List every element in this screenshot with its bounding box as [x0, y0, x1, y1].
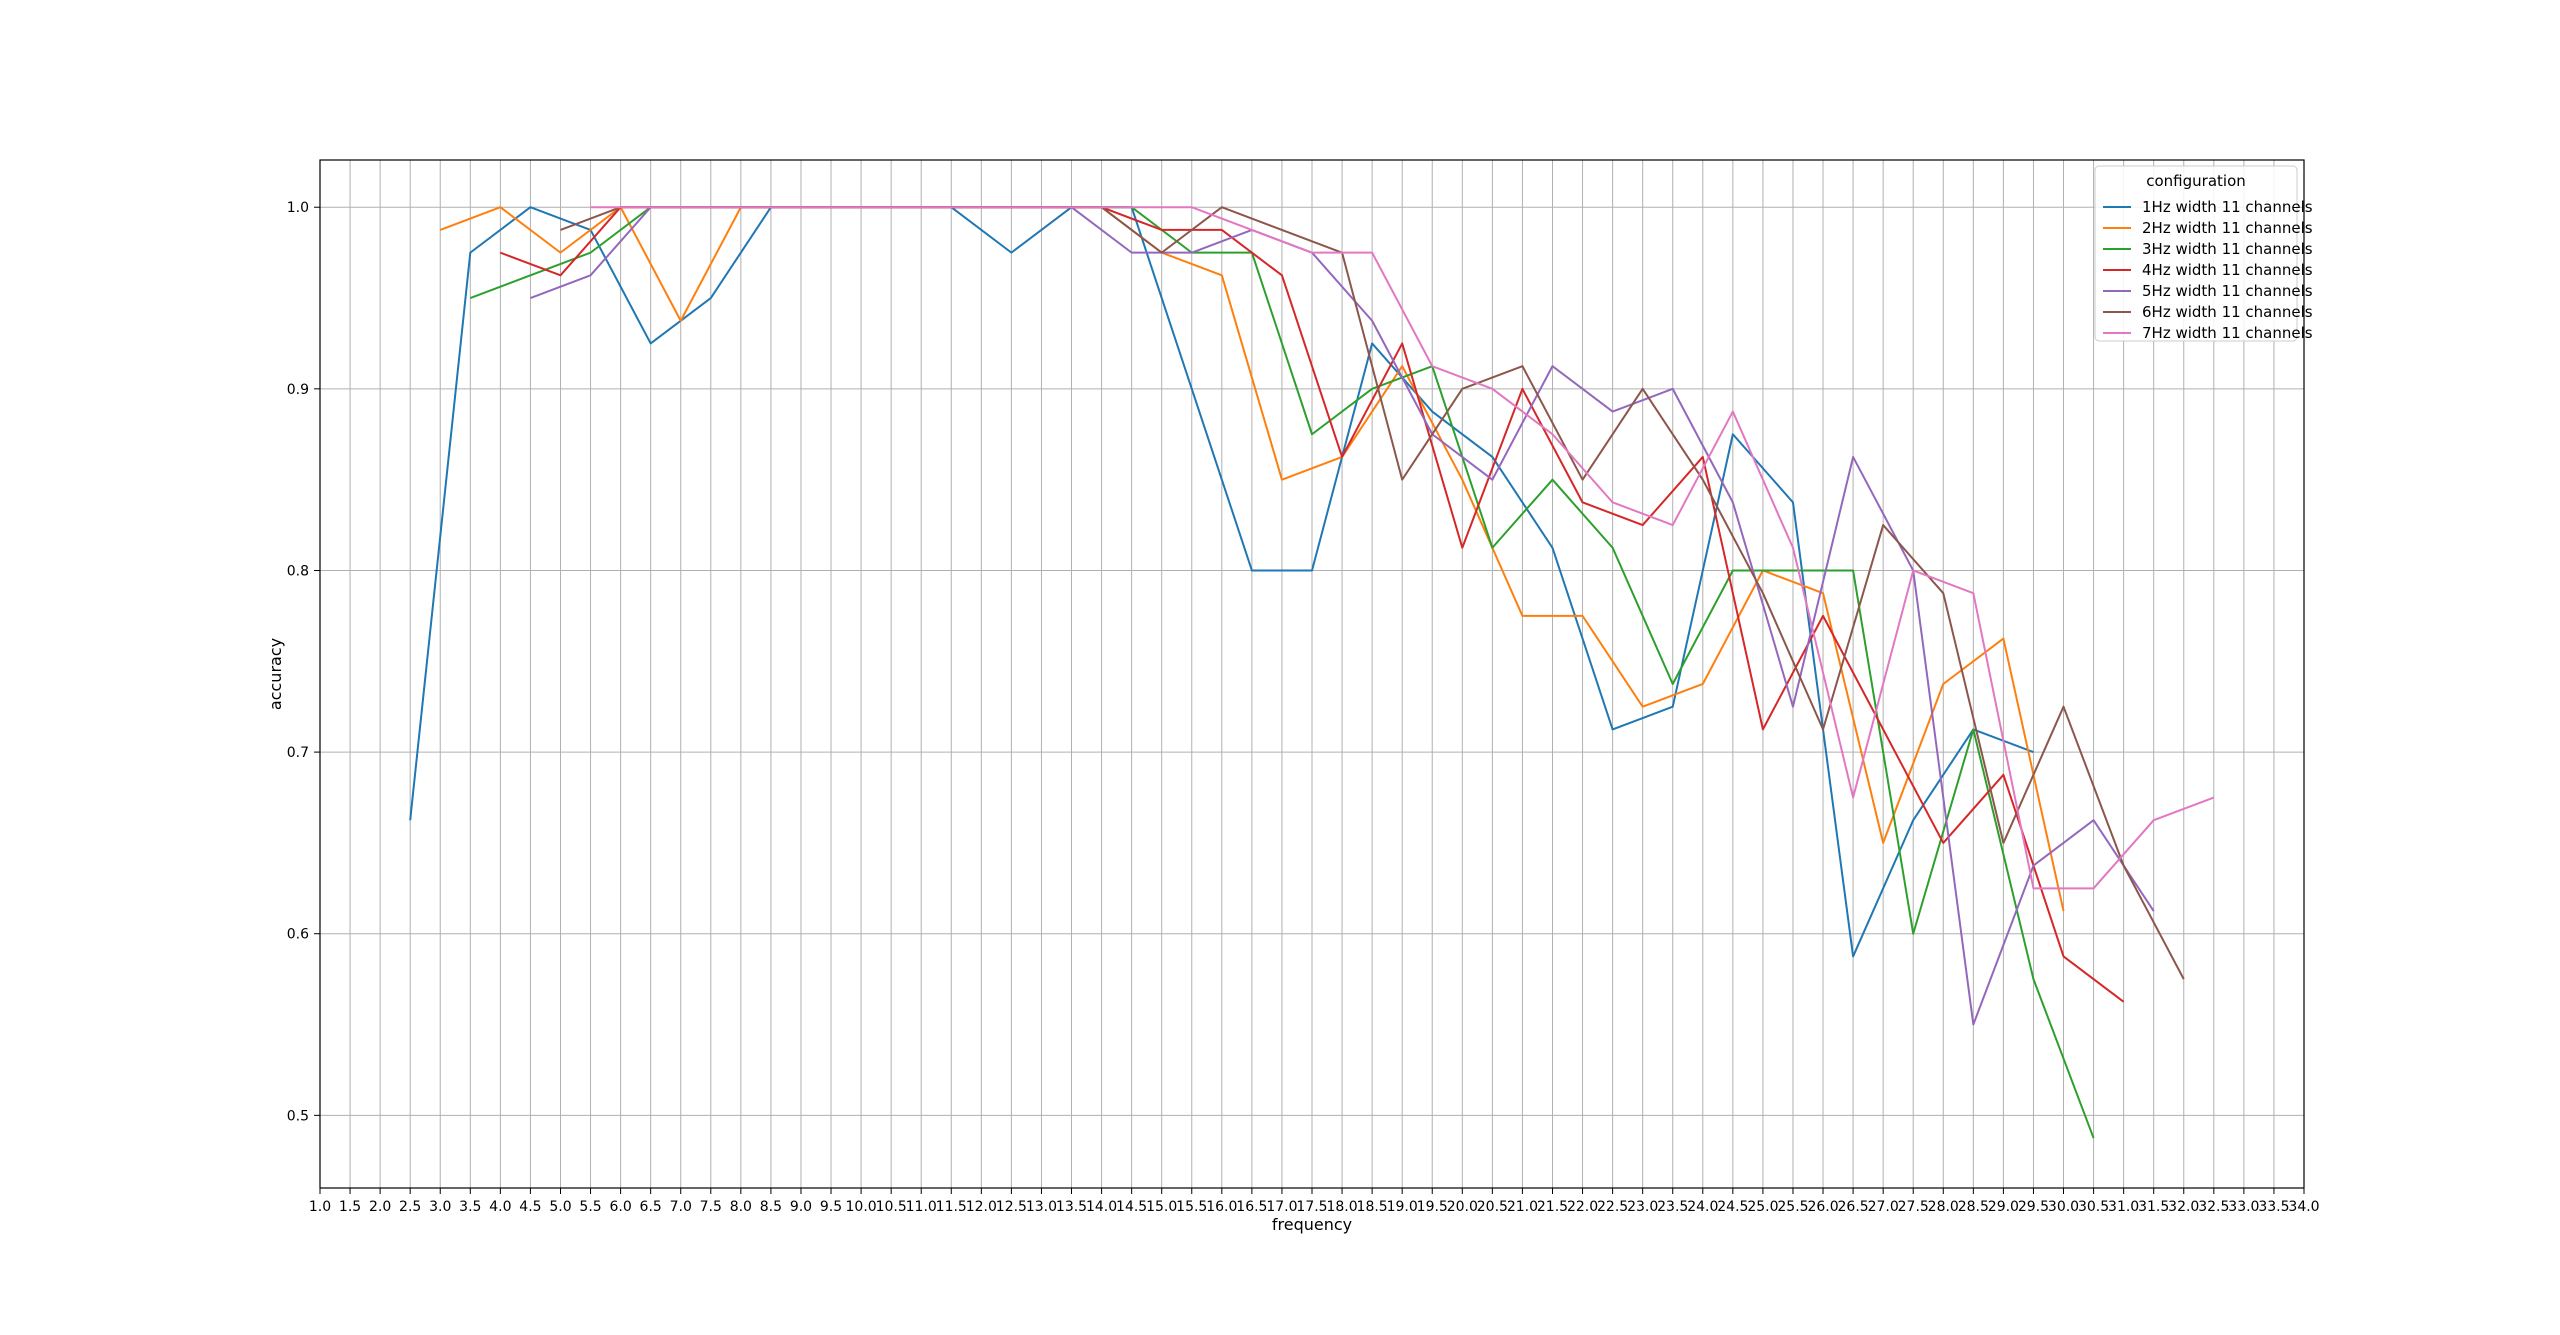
- x-tick-label: 32.5: [2198, 1199, 2229, 1215]
- x-tick-label: 17.0: [1266, 1199, 1297, 1215]
- x-tick-label: 19.5: [1417, 1199, 1448, 1215]
- x-tick-label: 14.0: [1086, 1199, 1117, 1215]
- y-tick-label: 0.9: [287, 382, 309, 398]
- x-tick-label: 10.5: [876, 1199, 907, 1215]
- x-tick-label: 18.5: [1357, 1199, 1388, 1215]
- x-tick-label: 1.5: [339, 1199, 361, 1215]
- x-tick-label: 3.0: [429, 1199, 451, 1215]
- x-tick-label: 9.0: [790, 1199, 812, 1215]
- legend-entry: 7Hz width 11 channels: [2142, 324, 2313, 342]
- y-axis-ticks: 0.5 0.6 0.7 0.8 0.9 1.0: [287, 200, 320, 1124]
- x-tick-label: 25.5: [1777, 1199, 1808, 1215]
- x-tick-label: 20.5: [1477, 1199, 1508, 1215]
- x-tick-label: 11.0: [906, 1199, 937, 1215]
- legend: configuration 1Hz width 11 channels 2Hz wi…: [2094, 165, 2313, 342]
- x-tick-label: 5.0: [549, 1199, 571, 1215]
- x-tick-label: 7.0: [670, 1199, 692, 1215]
- x-tick-label: 24.0: [1687, 1199, 1718, 1215]
- series-line-2: [439, 206, 2065, 912]
- x-tick-label: 3.5: [459, 1199, 481, 1215]
- x-tick-label: 28.0: [1928, 1199, 1959, 1215]
- x-tick-label: 23.0: [1627, 1199, 1658, 1215]
- x-axis-label: frequency: [1272, 1215, 1352, 1234]
- x-tick-label: 17.5: [1296, 1199, 1327, 1215]
- x-tick-label: 21.0: [1507, 1199, 1538, 1215]
- x-tick-label: 12.0: [966, 1199, 997, 1215]
- x-tick-label: 8.0: [730, 1199, 752, 1215]
- legend-entry: 1Hz width 11 channels: [2142, 198, 2313, 216]
- y-tick-label: 0.5: [287, 1108, 309, 1124]
- x-tick-label: 26.5: [1838, 1199, 1869, 1215]
- y-tick-label: 0.7: [287, 745, 309, 761]
- legend-title: configuration: [2146, 172, 2246, 190]
- x-tick-label: 15.5: [1176, 1199, 1207, 1215]
- x-tick-label: 2.0: [369, 1199, 391, 1215]
- series-line-7: [590, 206, 2215, 890]
- x-tick-label: 29.5: [2018, 1199, 2049, 1215]
- x-tick-label: 28.5: [1958, 1199, 1989, 1215]
- x-tick-label: 20.0: [1447, 1199, 1478, 1215]
- x-tick-label: 1.0: [309, 1199, 331, 1215]
- x-tick-label: 4.0: [489, 1199, 511, 1215]
- legend-entry: 3Hz width 11 channels: [2142, 240, 2313, 258]
- x-tick-label: 25.0: [1747, 1199, 1778, 1215]
- x-tick-label: 19.0: [1387, 1199, 1418, 1215]
- legend-entry: 5Hz width 11 channels: [2142, 282, 2313, 300]
- x-tick-label: 16.5: [1236, 1199, 1267, 1215]
- y-tick-label: 0.8: [287, 563, 309, 579]
- x-tick-label: 10.0: [846, 1199, 877, 1215]
- x-tick-label: 27.0: [1868, 1199, 1899, 1215]
- x-tick-label: 13.5: [1056, 1199, 1087, 1215]
- legend-box: [2094, 165, 2298, 342]
- x-tick-label: 34.0: [2288, 1199, 2319, 1215]
- x-tick-label: 2.5: [399, 1199, 421, 1215]
- x-tick-label: 14.5: [1116, 1199, 1147, 1215]
- x-tick-label: 22.5: [1597, 1199, 1628, 1215]
- y-tick-label: 0.6: [287, 927, 309, 943]
- x-tick-label: 31.5: [2138, 1199, 2169, 1215]
- grid: [319, 160, 2305, 1188]
- x-tick-label: 23.5: [1657, 1199, 1688, 1215]
- x-tick-label: 12.5: [996, 1199, 1027, 1215]
- y-tick-label: 1.0: [287, 200, 309, 216]
- x-tick-label: 11.5: [936, 1199, 967, 1215]
- x-tick-label: 8.5: [760, 1199, 782, 1215]
- x-tick-label: 29.0: [1988, 1199, 2019, 1215]
- x-tick-label: 21.5: [1537, 1199, 1568, 1215]
- x-tick-label: 16.0: [1206, 1199, 1237, 1215]
- series-layer: [409, 206, 2215, 1139]
- x-axis-ticks: 1.0 1.5 2.0 2.5 3.0 3.5 4.0 4.5 5.0 5.5 6.0 6.5 7.0 7…: [309, 1188, 2320, 1215]
- x-tick-label: 6.5: [640, 1199, 662, 1215]
- x-tick-label: 22.0: [1567, 1199, 1598, 1215]
- x-tick-label: 32.0: [2168, 1199, 2199, 1215]
- x-tick-label: 30.5: [2078, 1199, 2109, 1215]
- x-tick-label: 6.0: [609, 1199, 631, 1215]
- x-tick-label: 18.0: [1326, 1199, 1357, 1215]
- x-tick-label: 5.5: [579, 1199, 601, 1215]
- x-tick-label: 33.0: [2228, 1199, 2259, 1215]
- x-tick-label: 7.5: [700, 1199, 722, 1215]
- x-tick-label: 4.5: [519, 1199, 541, 1215]
- legend-entry: 2Hz width 11 channels: [2142, 219, 2313, 237]
- x-tick-label: 26.0: [1807, 1199, 1838, 1215]
- x-tick-label: 31.0: [2108, 1199, 2139, 1215]
- legend-entry: 6Hz width 11 channels: [2142, 303, 2313, 321]
- y-axis-label: accuracy: [266, 638, 285, 710]
- legend-entry: 4Hz width 11 channels: [2142, 261, 2313, 279]
- x-tick-label: 13.0: [1026, 1199, 1057, 1215]
- x-tick-label: 15.0: [1146, 1199, 1177, 1215]
- x-tick-label: 33.5: [2258, 1199, 2289, 1215]
- x-tick-label: 30.0: [2048, 1199, 2079, 1215]
- x-tick-label: 27.5: [1898, 1199, 1929, 1215]
- x-tick-label: 9.5: [820, 1199, 842, 1215]
- x-tick-label: 24.5: [1717, 1199, 1748, 1215]
